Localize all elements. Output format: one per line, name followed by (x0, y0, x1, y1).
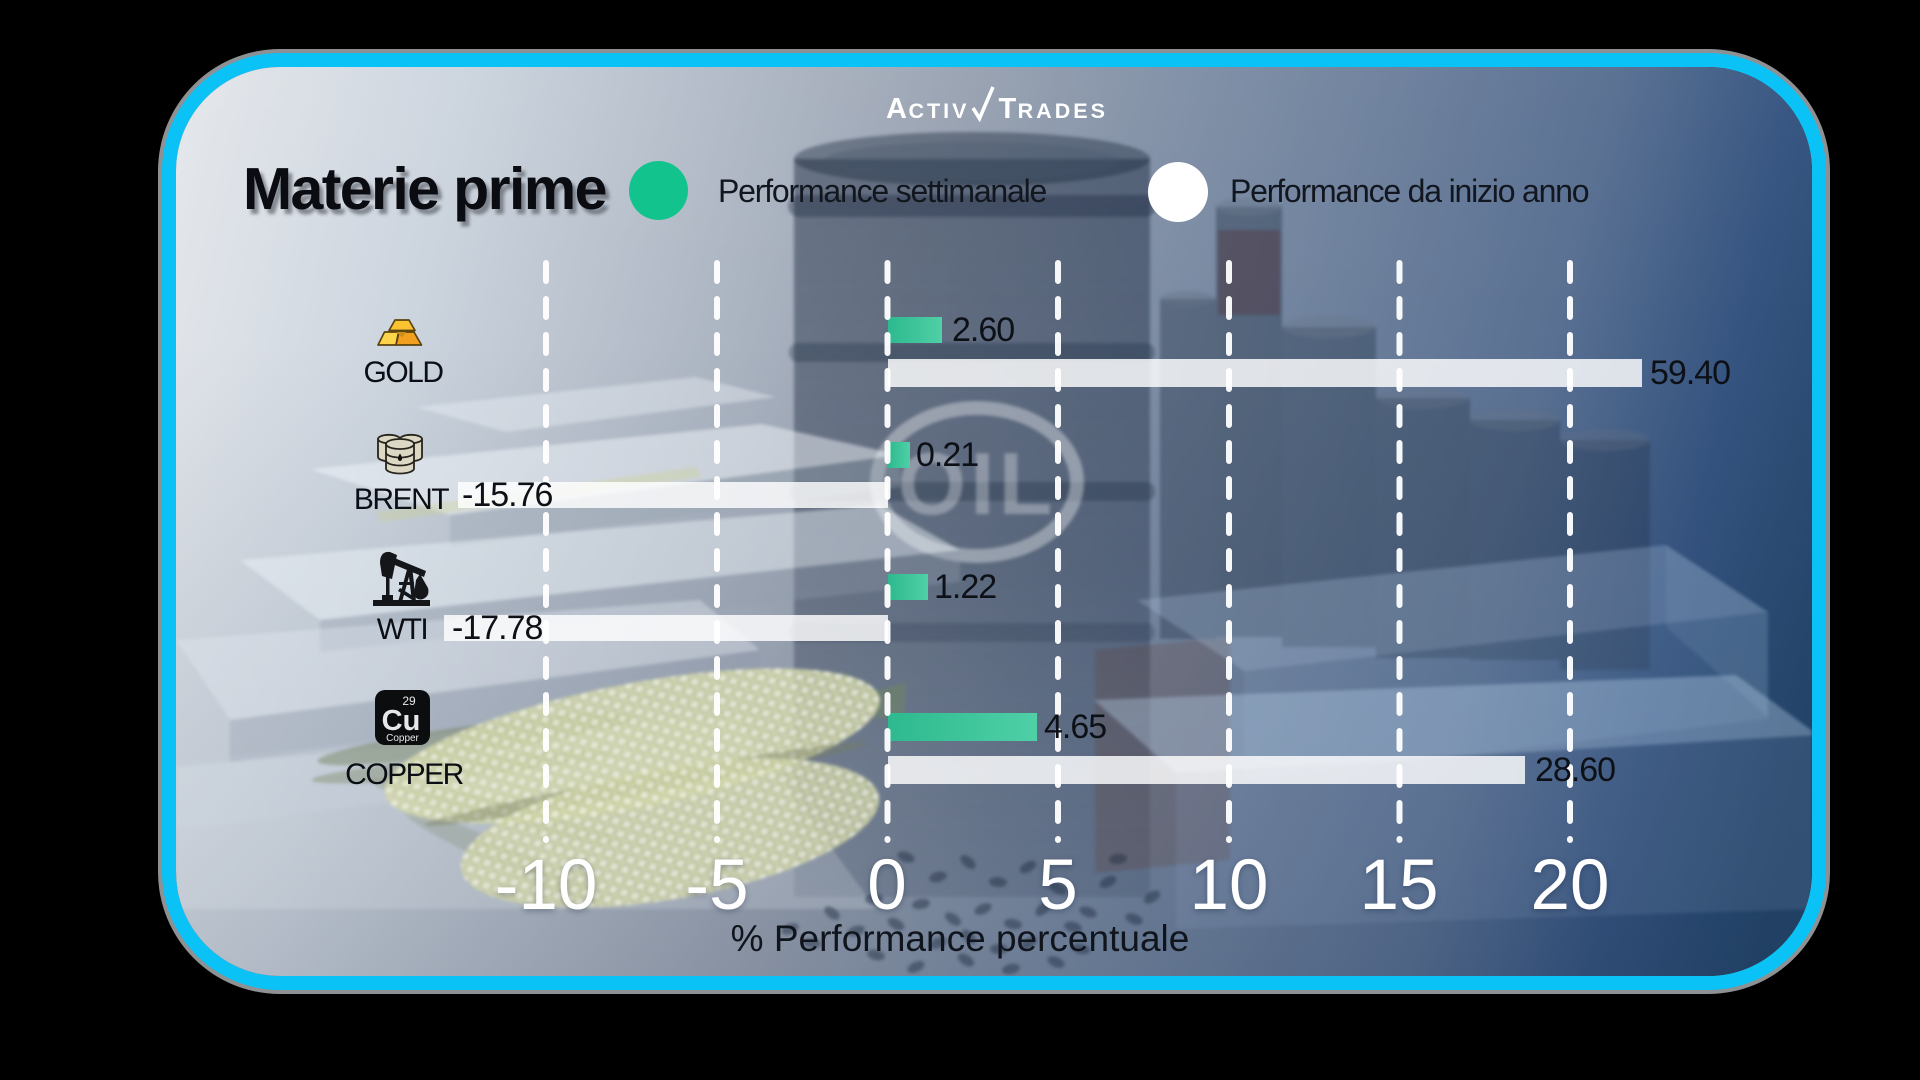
svg-text:29: 29 (402, 694, 416, 708)
svg-text:OIL: OIL (898, 434, 1057, 533)
svg-text:Cu: Cu (382, 705, 421, 737)
svg-text:Copper: Copper (386, 733, 419, 744)
